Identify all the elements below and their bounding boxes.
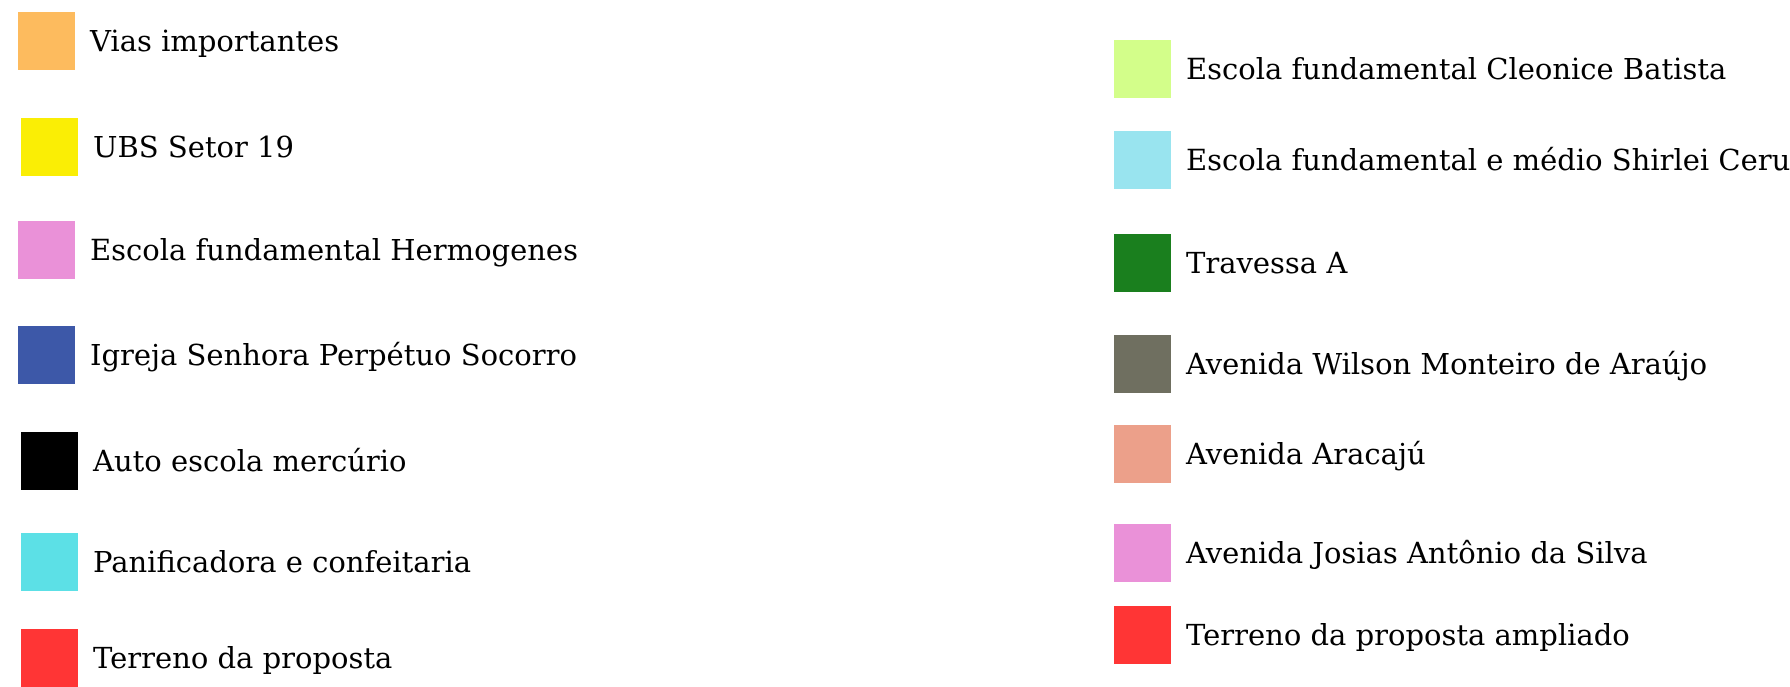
legend-label: UBS Setor 19 [93,129,294,164]
legend-swatch [1114,131,1171,189]
legend-swatch [21,118,78,176]
legend-label: Escola fundamental e médio Shirlei Cerut… [1186,142,1790,177]
legend-item-escola-hermogenes: Escola fundamental Hermogenes [18,221,578,279]
legend-item-igreja: Igreja Senhora Perpétuo Socorro [18,326,577,384]
legend-item-terreno-ampliado: Terreno da proposta ampliado [1114,606,1630,664]
legend-label: Terreno da proposta [93,640,393,675]
legend-item-vias-importantes: Vias importantes [18,12,339,70]
legend-item-travessa-a: Travessa A [1114,234,1347,292]
legend-item-avenida-josias: Avenida Josias Antônio da Silva [1114,524,1648,582]
legend-swatch [18,326,75,384]
legend-label: Avenida Wilson Monteiro de Araújo [1186,346,1708,381]
legend-label: Travessa A [1186,245,1348,280]
legend-label: Vias importantes [90,23,340,58]
legend-label: Terreno da proposta ampliado [1186,617,1630,652]
legend-swatch [18,12,75,70]
legend-item-escola-cleonice: Escola fundamental Cleonice Batista [1114,40,1726,98]
legend-label: Auto escola mercúrio [93,443,407,478]
legend-item-avenida-wilson: Avenida Wilson Monteiro de Araújo [1114,335,1707,393]
legend-swatch [21,629,78,687]
legend-swatch [1114,606,1171,664]
legend-item-terreno-proposta: Terreno da proposta [21,629,392,687]
legend-item-auto-escola: Auto escola mercúrio [21,432,407,490]
legend-swatch [1114,524,1171,582]
legend-swatch [1114,335,1171,393]
legend-item-avenida-aracaju: Avenida Aracajú [1114,425,1426,483]
legend-item-ubs-setor-19: UBS Setor 19 [21,118,294,176]
legend-label: Avenida Josias Antônio da Silva [1186,535,1648,570]
legend-swatch [18,221,75,279]
legend-item-panificadora: Panificadora e confeitaria [21,533,471,591]
legend-swatch [1114,234,1171,292]
legend-label: Escola fundamental Hermogenes [90,232,578,267]
legend-label: Avenida Aracajú [1186,436,1426,471]
legend-swatch [21,432,78,490]
legend-swatch [1114,425,1171,483]
legend-label: Igreja Senhora Perpétuo Socorro [90,337,577,372]
legend-swatch [1114,40,1171,98]
legend-swatch [21,533,78,591]
legend-label: Escola fundamental Cleonice Batista [1186,51,1727,86]
legend-label: Panificadora e confeitaria [93,544,472,579]
legend-item-escola-shirlei: Escola fundamental e médio Shirlei Cerut… [1114,131,1790,189]
